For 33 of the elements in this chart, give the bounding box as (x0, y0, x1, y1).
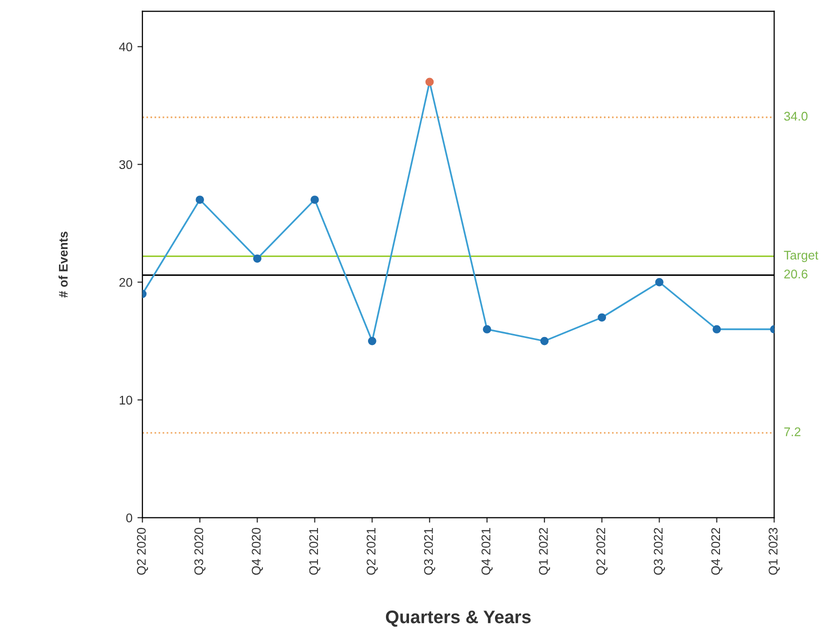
ref-line-label: 7.2 (784, 427, 800, 436)
point (540, 336, 549, 346)
x-tick-label: Q3 2021 (424, 528, 436, 575)
y-tick-label: 40 (119, 42, 132, 52)
point (712, 325, 721, 334)
x-tick-label: Q1 2022 (538, 528, 550, 575)
x-tick-label: Q4 2021 (482, 528, 493, 575)
y-tick-label: 20 (119, 278, 132, 287)
point (655, 278, 664, 286)
y-axis-title: # of Events (58, 232, 68, 298)
point (368, 336, 376, 346)
x-tick-label: Q1 2023 (768, 528, 780, 575)
point (482, 325, 492, 334)
point (425, 78, 434, 86)
x-tick-label: Q2 2022 (596, 528, 608, 575)
x-tick-label: Q1 2021 (309, 528, 320, 575)
x-tick-label: Q2 2020 (136, 528, 148, 575)
x-axis-title: Quarters & Years (386, 610, 531, 627)
x-tick-label: Q3 2022 (654, 528, 665, 575)
y-tick-label: 30 (119, 160, 132, 170)
point (310, 196, 319, 204)
x-tick-label: Q4 2022 (711, 528, 722, 575)
ref-line-label: 20.6 (784, 270, 808, 278)
ref-line-label: 34.0 (784, 112, 808, 121)
point (598, 313, 606, 322)
x-tick-label: Q2 2021 (366, 528, 378, 575)
x-tick-label: Q3 2020 (194, 528, 206, 575)
x-tick-label: Q4 2020 (252, 528, 263, 575)
ref-line-label: Target (784, 250, 818, 262)
point (253, 254, 262, 263)
y-tick-label: 0 (126, 513, 132, 522)
point (196, 196, 204, 204)
y-tick-label: 10 (120, 396, 132, 405)
